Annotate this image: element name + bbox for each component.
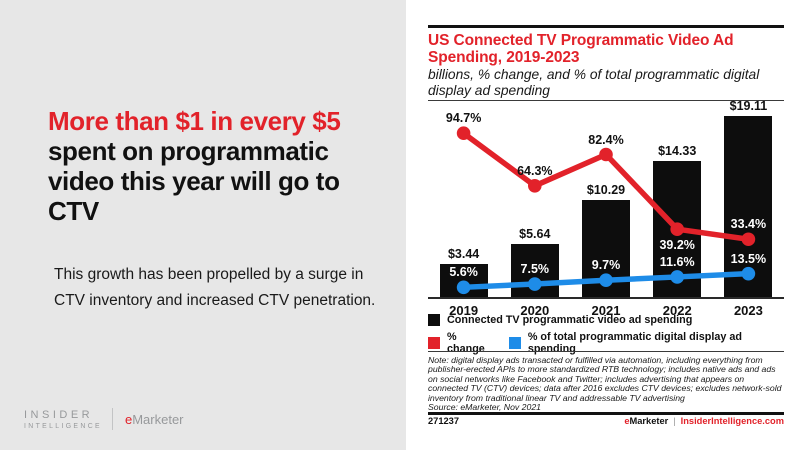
chart-title: US Connected TV Programmatic Video Ad Sp… bbox=[428, 32, 734, 66]
x-axis-label-2019: 2019 bbox=[449, 303, 479, 318]
footer-separator: | bbox=[673, 416, 676, 426]
logo-divider bbox=[111, 408, 113, 430]
line-point-label: 82.4% bbox=[588, 132, 624, 147]
headline-rest: spent on programmatic video this year wi… bbox=[48, 136, 340, 226]
line-point-label: 33.4% bbox=[730, 217, 767, 232]
line-point-label: 7.5% bbox=[520, 262, 550, 277]
data-point bbox=[599, 273, 613, 288]
data-point bbox=[456, 126, 471, 141]
data-point bbox=[528, 277, 542, 291]
footer-emarketer-e: e bbox=[624, 416, 630, 426]
note-block: Note: digital display ads transacted or … bbox=[428, 355, 784, 413]
legend-rule bbox=[428, 351, 784, 352]
description-text: This growth has been propelled by a surg… bbox=[54, 266, 376, 309]
chart-id: 271237 bbox=[428, 416, 460, 426]
data-point bbox=[670, 222, 684, 237]
plot-area: $3.44 $5.64 $10.29 $14.33 $19.11 94.7% 64.3% 82… bbox=[428, 99, 784, 299]
headline-highlight: More than $1 in every $5 bbox=[48, 106, 341, 136]
bar-value-label: $14.33 bbox=[658, 144, 697, 159]
bar-series-swatch bbox=[428, 314, 440, 326]
footer-emarketer-rest: Marketer bbox=[629, 416, 669, 426]
headline: More than $1 in every $5 spent on program… bbox=[48, 106, 396, 226]
line-point-label: 13.5% bbox=[730, 251, 767, 266]
data-point bbox=[599, 147, 613, 162]
data-point bbox=[670, 270, 684, 284]
emarketer-e: e bbox=[124, 411, 133, 427]
source-text: Source: eMarketer, Nov 2021 bbox=[428, 402, 541, 413]
legend-item-bars: Connected TV programmatic video ad spend… bbox=[428, 314, 692, 326]
footer-rule bbox=[428, 412, 784, 415]
line-point-label: 94.7% bbox=[445, 111, 482, 126]
data-point bbox=[528, 179, 542, 193]
top-rule bbox=[428, 25, 784, 28]
insider-wordmark: INSIDER INTELLIGENCE bbox=[24, 409, 102, 430]
chart-subtitle: billions, % change, and % of total progr… bbox=[428, 67, 760, 98]
emarketer-wordmark: eMarketer bbox=[125, 412, 184, 427]
line-point-label: 5.6% bbox=[449, 265, 478, 280]
data-point bbox=[741, 232, 756, 247]
footer-brand: eMarketer | InsiderIntelligence.com bbox=[624, 416, 784, 426]
data-point bbox=[741, 266, 756, 281]
line-point-label: 64.3% bbox=[517, 163, 553, 178]
bar-value-label: $3.44 bbox=[447, 247, 480, 262]
line-point-label: 11.6% bbox=[659, 254, 695, 269]
x-axis-label-2023: 2023 bbox=[733, 303, 763, 318]
pct-change-swatch bbox=[428, 336, 440, 349]
note-text: Note: digital display ads transacted or … bbox=[428, 355, 782, 403]
x-axis-label-2022: 2022 bbox=[662, 303, 692, 318]
logo-line-intelligence: INTELLIGENCE bbox=[24, 422, 102, 430]
legend: Connected TV programmatic video ad spend… bbox=[428, 314, 784, 359]
footer-site: InsiderIntelligence.com bbox=[680, 416, 784, 426]
subtitle-rule bbox=[428, 100, 784, 101]
insider-intelligence-logo: INSIDER INTELLIGENCE eMarketer bbox=[24, 408, 184, 430]
chart-panel: US Connected TV Programmatic Video Ad Sp… bbox=[406, 0, 800, 450]
line-point-label: 39.2% bbox=[659, 238, 695, 253]
legend-row-1: Connected TV programmatic video ad spend… bbox=[428, 314, 784, 326]
line-point-label: 9.7% bbox=[591, 258, 621, 273]
bar-value-label: $19.11 bbox=[729, 99, 768, 114]
logo-line-insider: INSIDER bbox=[24, 408, 94, 421]
pct-total-swatch bbox=[508, 336, 521, 349]
x-axis-label-2021: 2021 bbox=[591, 303, 621, 318]
x-axis-label-2020: 2020 bbox=[520, 303, 550, 318]
data-point bbox=[456, 280, 471, 295]
bar-value-label: $10.29 bbox=[586, 182, 626, 197]
emarketer-rest: Marketer bbox=[132, 411, 184, 427]
footer: 271237 eMarketer | InsiderIntelligence.com bbox=[428, 416, 784, 426]
legend-label-bars: Connected TV programmatic video ad spend… bbox=[447, 314, 693, 326]
bar-value-label: $5.64 bbox=[519, 226, 551, 241]
key-stat-panel: More than $1 in every $5 spent on program… bbox=[24, 106, 396, 430]
x-axis-labels: 2019 2020 2021 2022 2023 bbox=[428, 299, 784, 318]
